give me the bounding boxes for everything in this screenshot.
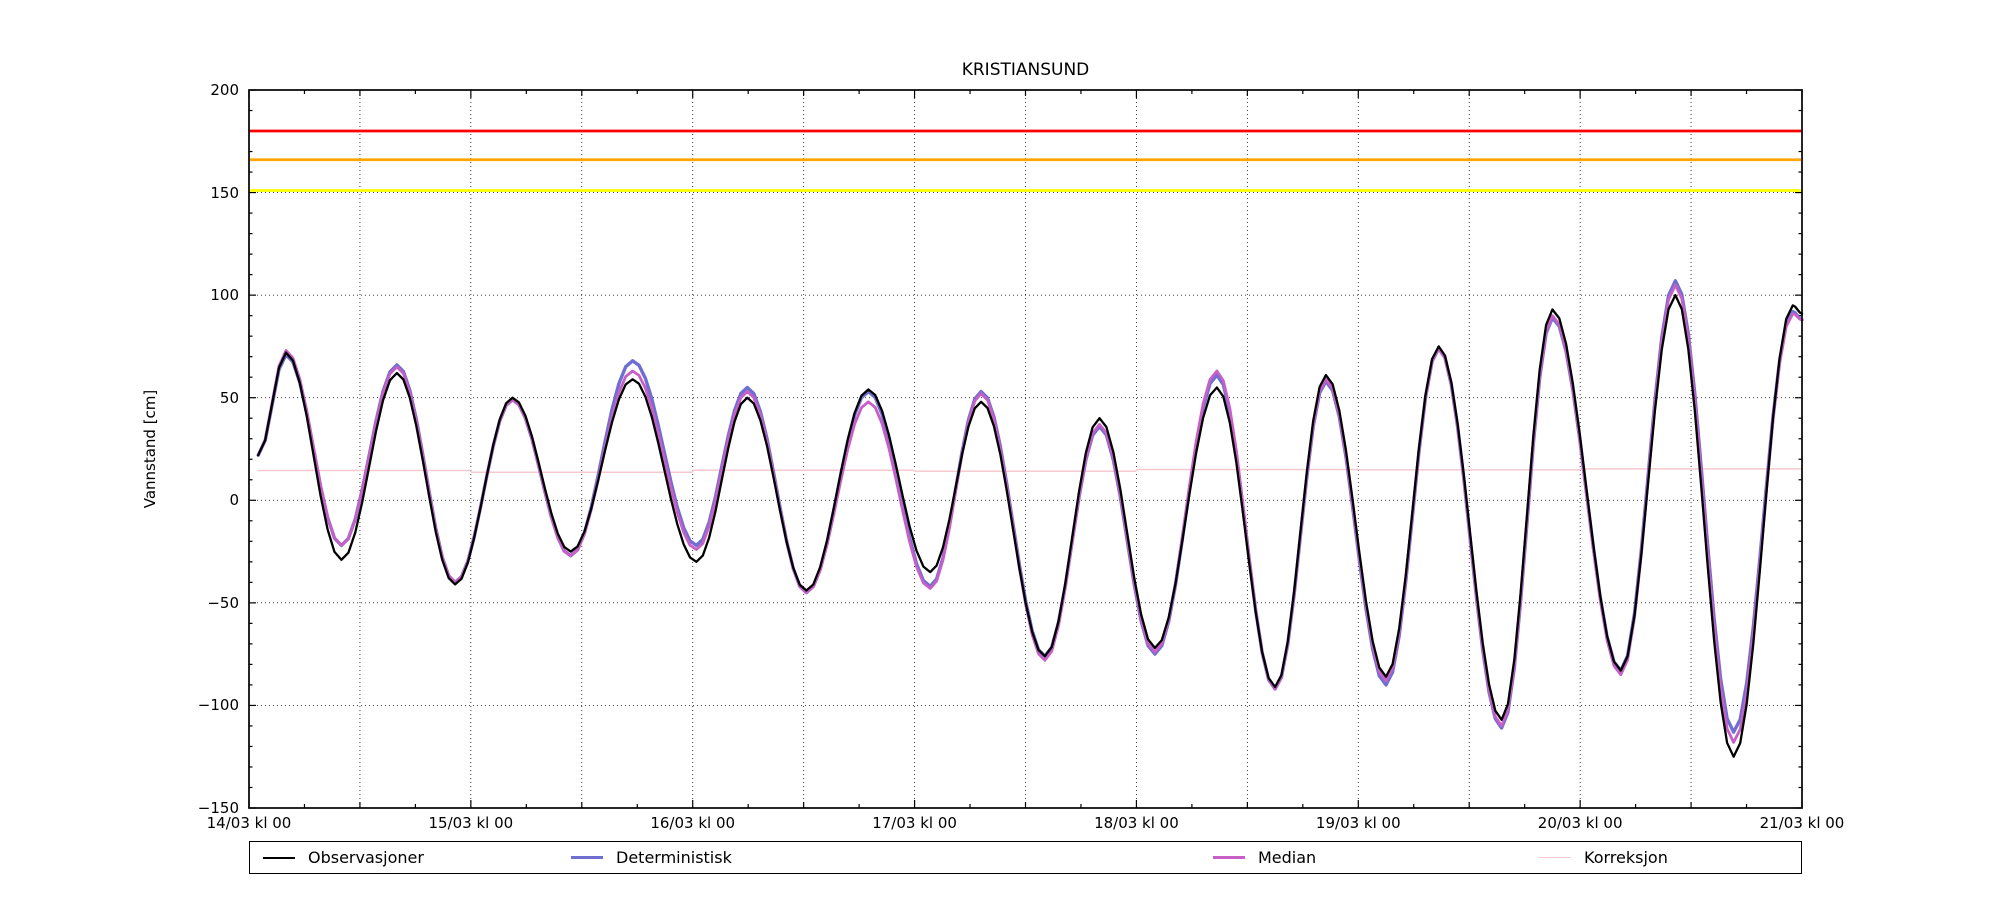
y-axis-label: Vannstand [cm] xyxy=(141,389,159,509)
y-tick-label: 150 xyxy=(210,183,239,202)
y-tick-label: 0 xyxy=(229,491,239,510)
legend-entry-deterministisk: Deterministisk xyxy=(571,842,732,873)
legend-label-median: Median xyxy=(1258,848,1317,867)
legend-swatch-observasjoner xyxy=(263,856,295,859)
series-deterministisk xyxy=(256,279,1804,734)
x-tick-label: 20/03 kl 00 xyxy=(1537,814,1623,832)
x-tick-label: 14/03 kl 00 xyxy=(206,814,292,832)
legend-swatch-deterministisk xyxy=(571,856,603,859)
legend: Observasjoner Deterministisk Median Korreks… xyxy=(249,841,1802,874)
y-tick-label: 50 xyxy=(219,388,239,407)
x-tick-label: 21/03 kl 00 xyxy=(1759,814,1845,832)
series-observasjoner xyxy=(257,293,1804,758)
x-tick-label: 17/03 kl 00 xyxy=(872,814,957,832)
y-tick-label: 200 xyxy=(210,81,239,99)
legend-label-deterministisk: Deterministisk xyxy=(616,848,732,867)
legend-entry-observasjoner: Observasjoner xyxy=(263,842,424,873)
x-tick-label: 15/03 kl 00 xyxy=(428,814,514,832)
x-tick-label: 16/03 kl 00 xyxy=(650,814,736,832)
series-korreksjon xyxy=(257,468,1803,473)
plot-border xyxy=(248,89,1803,809)
legend-entry-korreksjon: Korreksjon xyxy=(1539,842,1668,873)
legend-swatch-median xyxy=(1213,856,1245,859)
x-tick-label: 19/03 kl 00 xyxy=(1315,814,1401,832)
series-median xyxy=(256,283,1804,744)
chart-title: KRISTIANSUND xyxy=(961,60,1090,80)
legend-label-observasjoner: Observasjoner xyxy=(308,848,424,867)
y-tick-label: −100 xyxy=(197,696,239,715)
legend-label-korreksjon: Korreksjon xyxy=(1584,848,1668,867)
legend-swatch-korreksjon xyxy=(1539,857,1571,858)
x-tick-label: 18/03 kl 00 xyxy=(1094,814,1179,832)
y-tick-label: −50 xyxy=(207,593,239,612)
y-tick-label: −150 xyxy=(197,799,239,817)
legend-entry-median: Median xyxy=(1213,842,1316,873)
y-tick-label: 100 xyxy=(210,286,239,305)
